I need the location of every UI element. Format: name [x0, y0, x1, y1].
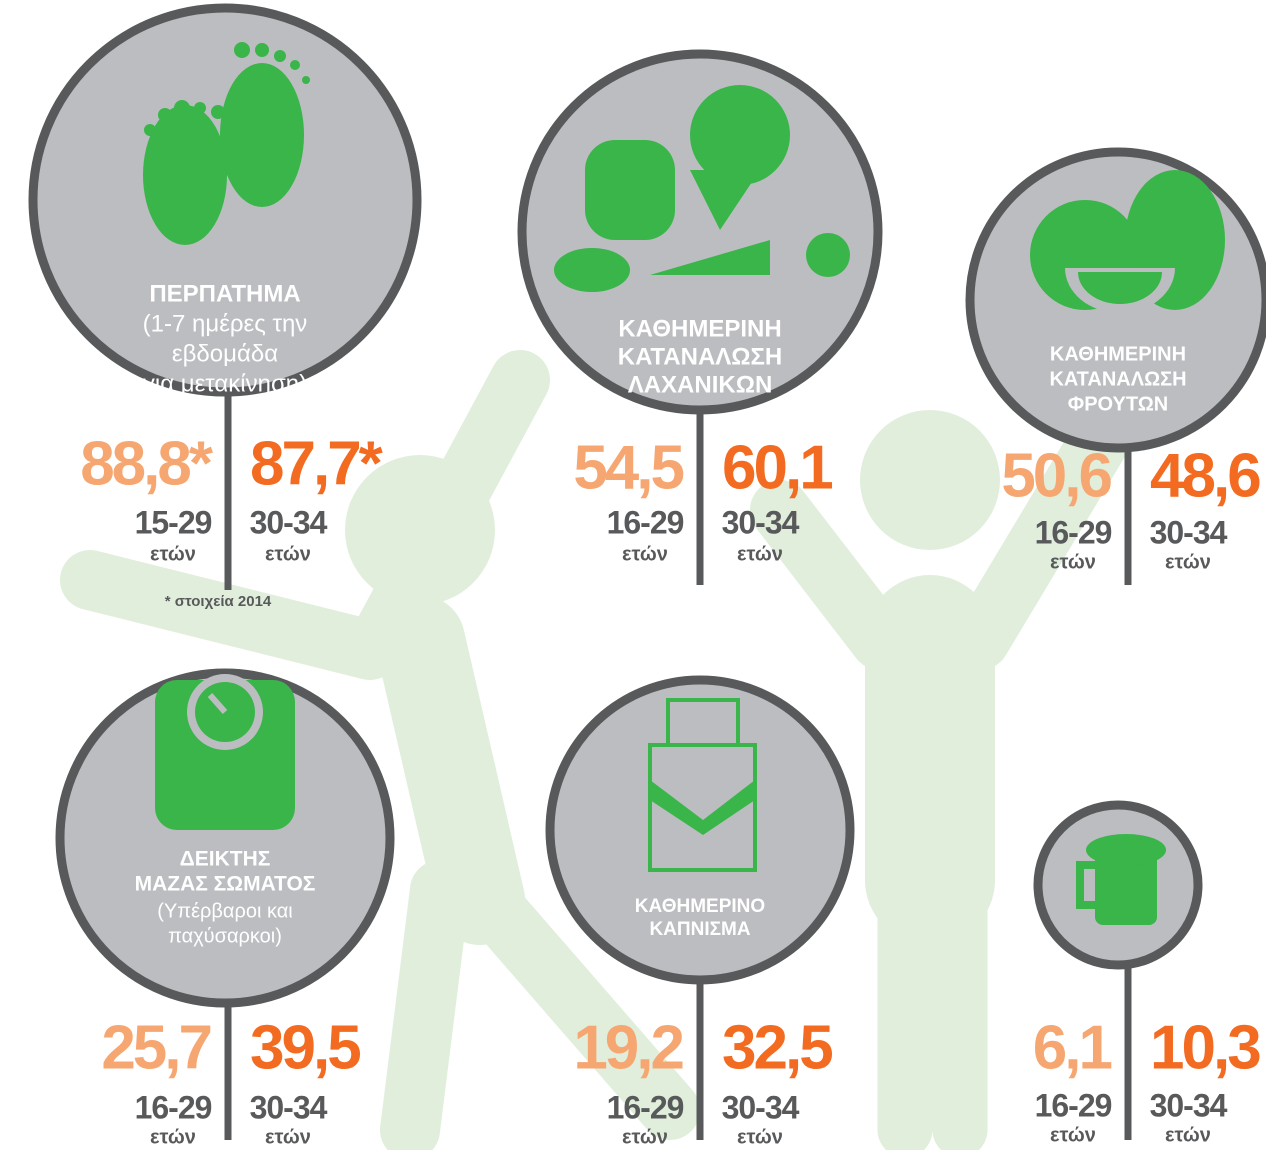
age-unit: ετών — [737, 543, 783, 565]
footnote: * στοιχεία 2014 — [165, 593, 272, 610]
panel-title: ΜΑΖΑΣ ΣΩΜΑΤΟΣ — [135, 873, 316, 896]
panel-subtitle: για μετακίνηση) — [143, 370, 307, 397]
panel: ΚΑΘΗΜΕΡΙΝΗΚΑΤΑΝΑΛΩΣΗΦΡΟΥΤΩΝ50,616-29ετών… — [970, 152, 1266, 585]
icon-shape — [585, 140, 675, 240]
panel-title: ΠΕΡΠΑΤΗΜΑ — [149, 280, 300, 307]
value: 6,1 — [1033, 1013, 1112, 1082]
age-unit: ετών — [150, 1126, 196, 1148]
age-unit: ετών — [622, 543, 668, 565]
panel-title: ΚΑΤΑΝΑΛΩΣΗ — [618, 343, 783, 370]
value: 10,3 — [1150, 1013, 1260, 1082]
value: 87,7* — [250, 429, 384, 498]
icon-shape — [143, 105, 227, 245]
panel-title: ΚΑΤΑΝΑΛΩΣΗ — [1049, 368, 1186, 390]
age-unit: ετών — [150, 543, 196, 565]
age-unit: ετών — [265, 543, 311, 565]
infographic: ΠΕΡΠΑΤΗΜΑ (1-7 ημέρες την εβδομάδα για μετα… — [0, 0, 1266, 1150]
icon-shape — [806, 233, 850, 277]
panel-title: ΚΑΘΗΜΕΡΙΝΟ — [635, 896, 765, 917]
age-range: 16-29 — [135, 1089, 212, 1125]
age-range: 30-34 — [722, 1089, 800, 1125]
panel-title: ΔΕΙΚΤΗΣ — [180, 848, 271, 871]
panel-title: ΦΡΟΥΤΩΝ — [1068, 393, 1168, 415]
age-range: 30-34 — [250, 504, 328, 540]
value: 50,6 — [1001, 441, 1111, 510]
panel-title: ΚΑΤΑΝΑΛΩΣΗ ΑΛΚΟΟΛ — [1021, 778, 1215, 797]
value: 25,7 — [101, 1013, 210, 1082]
age-range: 30-34 — [1150, 1087, 1228, 1123]
icon-shape — [174, 100, 190, 116]
icon-shape — [220, 63, 304, 207]
icon-shape — [274, 50, 286, 62]
value: 39,5 — [250, 1013, 360, 1082]
panel-title: ΛΑΧΑΝΙΚΩΝ — [628, 371, 773, 398]
value: 32,5 — [722, 1013, 832, 1082]
age-range: 16-29 — [607, 1089, 684, 1125]
age-range: 30-34 — [722, 504, 800, 540]
icon-shape — [1086, 834, 1166, 866]
panel-title: ΚΑΠΝΙΣΜΑ — [649, 919, 750, 940]
age-unit: ετών — [1050, 1124, 1096, 1146]
age-range: 15-29 — [135, 504, 212, 540]
age-range: 30-34 — [250, 1089, 328, 1125]
panel-subtitle: παχύσαρκοι) — [168, 925, 282, 947]
icon-shape — [211, 105, 225, 119]
icon-shape — [234, 42, 250, 58]
panel-subtitle: εβδομάδα — [172, 340, 278, 367]
icon-shape — [144, 124, 156, 136]
age-range: 30-34 — [1150, 514, 1228, 550]
value: 48,6 — [1150, 441, 1260, 510]
panel-title: ΚΑΘΗΜΕΡΙΝΗ — [618, 315, 781, 342]
panel: ΚΑΘΗΜΕΡΙΝΟΚΑΠΝΙΣΜΑ19,216-29ετών32,530-34… — [550, 680, 850, 1148]
panel-title: ΚΑΘΗΜΕΡΙΝΗ — [1050, 343, 1186, 365]
icon-shape — [158, 108, 172, 122]
panel-subtitle: (Υπέρβαροι και — [157, 900, 292, 922]
icon-shape — [255, 43, 269, 57]
age-range: 16-29 — [607, 504, 684, 540]
age-range: 16-29 — [1035, 1087, 1112, 1123]
value: 88,8* — [80, 429, 214, 498]
panel: ΚΑΘΗΜΕΡΙΝΗ Ή ΣΧΕΔΟΝ ΚΑΘΗΜΕΡΙΝΗ ΚΑΤΑΝΑΛΩΣΗ … — [1021, 734, 1260, 1146]
age-unit: ετών — [1165, 551, 1211, 573]
age-unit: ετών — [622, 1126, 668, 1148]
value: 60,1 — [722, 433, 832, 502]
panel-subtitle: (1-7 ημέρες την — [143, 310, 308, 337]
icon-shape — [554, 248, 630, 292]
age-unit: ετών — [1050, 551, 1096, 573]
value: 54,5 — [573, 433, 683, 502]
age-unit: ετών — [1165, 1124, 1211, 1146]
value: 19,2 — [573, 1013, 682, 1082]
icon-shape — [302, 76, 310, 84]
age-range: 16-29 — [1035, 514, 1112, 550]
panel-title: ΚΑΘΗΜΕΡΙΝΗ Ή — [1050, 734, 1186, 753]
icon-shape — [194, 102, 206, 114]
icon-shape — [290, 60, 300, 70]
panel-title: ΣΧΕΔΟΝ ΚΑΘΗΜΕΡΙΝΗ — [1023, 756, 1214, 775]
age-unit: ετών — [737, 1126, 783, 1148]
age-unit: ετών — [265, 1126, 311, 1148]
